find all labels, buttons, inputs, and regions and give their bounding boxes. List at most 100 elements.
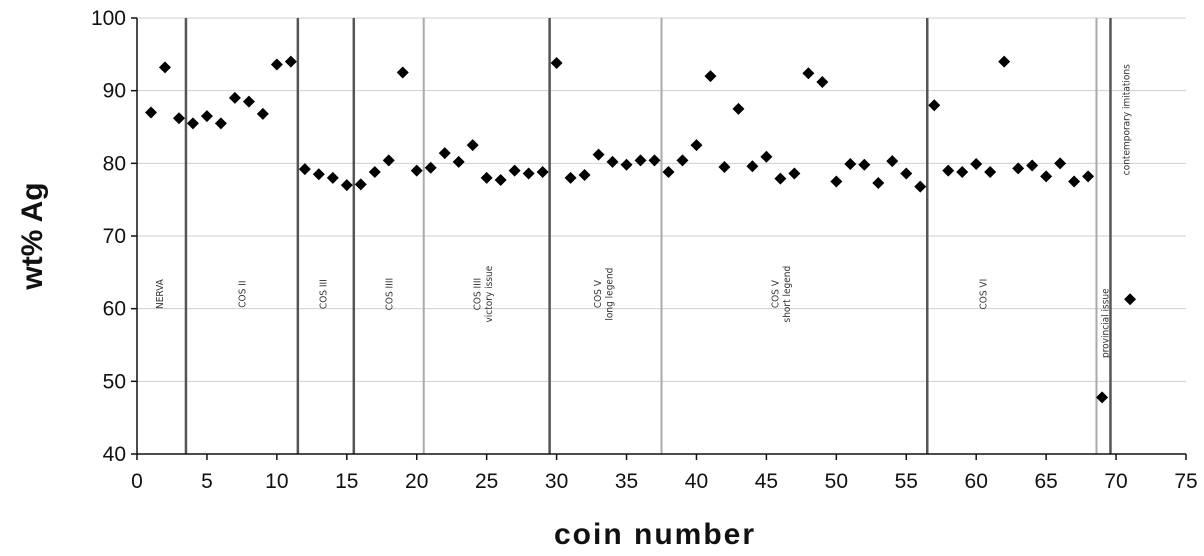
x-tick-label: 65	[1034, 470, 1057, 493]
x-tick-label: 35	[615, 470, 638, 493]
data-point	[872, 176, 885, 189]
data-point	[1054, 157, 1067, 170]
x-tick-label: 0	[131, 470, 143, 493]
data-point	[634, 154, 647, 167]
y-tick-label: 90	[103, 80, 126, 103]
x-tick-label: 60	[965, 470, 988, 493]
data-point	[410, 164, 423, 177]
data-point	[144, 106, 157, 119]
x-tick-label: 15	[335, 470, 358, 493]
axes: 40 50 60 70 80 90 100 0 5 10 15 20 25 30 35 40 45 50 55 60 6…	[91, 7, 1198, 493]
data-point	[928, 99, 941, 112]
data-point	[984, 166, 997, 179]
data-point	[564, 171, 577, 184]
data-point	[284, 55, 297, 68]
period-label: provincial issue	[1100, 288, 1111, 358]
data-point	[802, 67, 815, 80]
x-tick-label: 55	[895, 470, 918, 493]
x-axis-title: coin number	[554, 518, 756, 551]
x-tick-label: 10	[265, 470, 288, 493]
data-point	[998, 55, 1011, 68]
period-label: COS II	[237, 281, 248, 308]
x-tick-label: 5	[201, 470, 213, 493]
data-point	[648, 154, 661, 167]
x-tick-label: 20	[405, 470, 428, 493]
data-point	[718, 160, 731, 173]
data-point	[1012, 162, 1025, 175]
data-point	[886, 155, 899, 168]
period-label: COS III	[319, 279, 330, 309]
data-point	[1026, 159, 1039, 172]
data-point	[942, 164, 955, 177]
x-tick-label: 40	[685, 470, 708, 493]
data-point	[970, 158, 983, 171]
period-label-line: COS V	[770, 279, 781, 308]
data-point	[158, 61, 171, 74]
data-point	[214, 117, 227, 130]
data-point	[298, 163, 311, 176]
period-label: COS Vlong legend	[593, 268, 616, 321]
x-tick-label: 25	[475, 470, 498, 493]
data-point	[578, 168, 591, 181]
period-label-line: COS V	[593, 279, 604, 308]
data-point	[368, 166, 381, 179]
data-point	[690, 139, 703, 152]
data-point	[256, 107, 269, 120]
period-label: COS IIIIvictory issue	[472, 265, 495, 322]
period-labels: NERVA COS II COS III COS IIII COS IIIIvictor…	[155, 64, 1132, 358]
y-tick-label: 100	[91, 7, 126, 30]
period-label: COS Vshort legend	[770, 266, 793, 323]
data-point	[774, 172, 787, 185]
data-point	[760, 150, 773, 163]
x-tick-label: 45	[755, 470, 778, 493]
data-point	[732, 102, 745, 115]
y-tick-label: 80	[103, 152, 126, 175]
data-point	[494, 174, 507, 187]
data-point	[1124, 293, 1137, 306]
data-point	[956, 166, 969, 179]
data-point	[662, 166, 675, 179]
period-dividers	[184, 18, 1112, 454]
y-axis-title: wt% Ag	[16, 182, 49, 290]
data-point	[438, 147, 451, 160]
data-point	[914, 180, 927, 193]
period-label: contemporary imitations	[1121, 64, 1132, 175]
data-point	[312, 168, 325, 181]
data-point	[424, 161, 437, 174]
y-tick-label: 40	[103, 443, 126, 466]
data-point	[746, 160, 759, 173]
data-point	[676, 154, 689, 167]
data-point	[396, 66, 409, 79]
data-point	[522, 167, 535, 180]
data-point	[480, 171, 493, 184]
data-point	[550, 57, 563, 70]
data-point	[1096, 391, 1109, 404]
data-point	[1082, 170, 1095, 183]
data-point	[592, 148, 605, 161]
period-label-line: long legend	[604, 268, 615, 321]
data-point	[242, 95, 255, 108]
data-points	[144, 55, 1137, 404]
period-label: COS IIII	[384, 278, 395, 311]
x-tick-label: 50	[825, 470, 848, 493]
data-point	[536, 166, 549, 179]
data-point	[340, 179, 353, 192]
data-point	[606, 155, 619, 168]
data-point	[354, 178, 367, 191]
x-tick-label: 30	[545, 470, 568, 493]
x-tick-label: 70	[1104, 470, 1127, 493]
period-label-line: COS IIII	[472, 278, 483, 311]
data-point	[466, 139, 479, 152]
y-tick-label: 70	[103, 225, 126, 248]
data-point	[900, 167, 913, 180]
period-label-line: short legend	[782, 266, 793, 323]
data-point	[858, 158, 871, 171]
data-point	[830, 175, 843, 188]
y-tick-label: 60	[103, 298, 126, 321]
data-point	[508, 164, 521, 177]
data-point	[704, 70, 717, 83]
data-point	[270, 58, 283, 71]
data-point	[382, 154, 395, 167]
period-label: COS VI	[979, 279, 990, 310]
data-point	[326, 171, 339, 184]
